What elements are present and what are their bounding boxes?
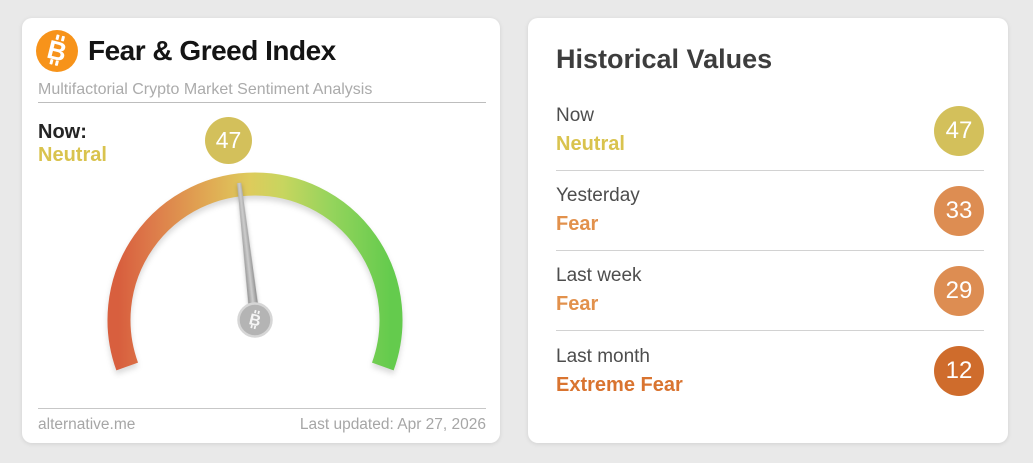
historical-values-title: Historical Values bbox=[556, 44, 773, 74]
history-row-label: Yesterday bbox=[556, 185, 640, 206]
header-divider bbox=[38, 102, 486, 103]
history-value-badge: 33 bbox=[934, 185, 984, 236]
fear-greed-index-card: B Fear & Greed Index Multifactorial Cryp… bbox=[22, 18, 500, 443]
bitcoin-icon: B bbox=[36, 30, 78, 72]
history-value-badge: 29 bbox=[934, 265, 984, 316]
history-row-now: Now Neutral 47 bbox=[556, 91, 984, 171]
fear-greed-gauge: B bbox=[107, 172, 403, 371]
footer-divider bbox=[38, 408, 486, 409]
historical-values-card: Historical Values Now Neutral 47 Yesterd… bbox=[528, 18, 1008, 443]
history-row-classification: Fear bbox=[556, 213, 599, 235]
card-footer: alternative.me Last updated: Apr 27, 202… bbox=[38, 416, 486, 434]
last-updated-text: Last updated: Apr 27, 2026 bbox=[299, 416, 486, 433]
history-row-yesterday: Yesterday Fear 33 bbox=[556, 171, 984, 251]
history-row-classification: Extreme Fear bbox=[556, 373, 683, 396]
gauge-value-badge: 47 bbox=[205, 117, 252, 164]
bitcoin-icon-circle bbox=[36, 30, 78, 72]
history-value-badge: 12 bbox=[934, 346, 984, 396]
history-row-classification: Neutral bbox=[556, 133, 625, 155]
history-row-last-week: Last week Fear 29 bbox=[556, 251, 984, 331]
current-value-block: Now: Neutral bbox=[38, 121, 107, 167]
gauge-hub: B bbox=[237, 302, 273, 338]
history-row-classification: Fear bbox=[556, 293, 599, 315]
gauge-arc bbox=[107, 172, 403, 371]
history-row-label: Last week bbox=[556, 265, 642, 286]
now-label: Now: bbox=[38, 121, 87, 143]
history-row-label: Last month bbox=[556, 345, 650, 367]
now-classification: Neutral bbox=[38, 144, 107, 166]
card-header: B Fear & Greed Index bbox=[36, 30, 336, 72]
history-row-label: Now bbox=[556, 105, 595, 126]
card-subtitle: Multifactorial Crypto Market Sentiment A… bbox=[38, 81, 373, 98]
gauge-needle bbox=[237, 182, 261, 323]
source-link[interactable]: alternative.me bbox=[38, 416, 136, 433]
hub-bitcoin-icon: B bbox=[247, 309, 262, 331]
history-value-badge: 47 bbox=[934, 105, 984, 156]
page-title: Fear & Greed Index bbox=[88, 35, 336, 66]
svg-text:B: B bbox=[247, 311, 262, 330]
history-row-last-month: Last month Extreme Fear 12 bbox=[556, 331, 984, 411]
gauge-hub-circle bbox=[237, 302, 273, 338]
